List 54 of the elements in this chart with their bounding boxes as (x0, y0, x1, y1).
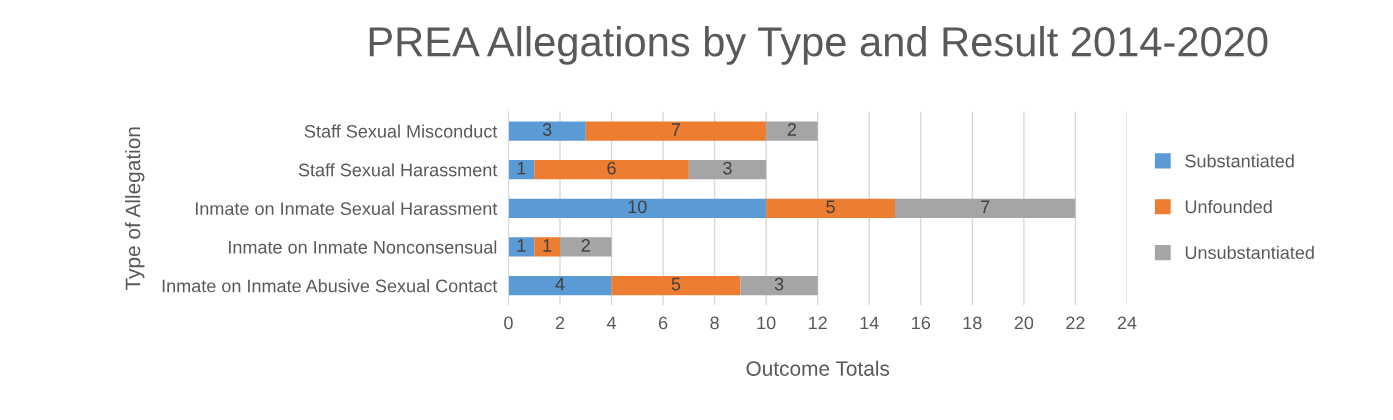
bar (688, 160, 767, 180)
x-tick-label: 8 (710, 316, 719, 330)
bar (740, 275, 818, 296)
y-tick-label: Staff Sexual Misconduct (304, 124, 498, 138)
legend-label: Substantiated (1185, 154, 1294, 168)
bar (508, 160, 535, 180)
data-label: 2 (787, 123, 797, 136)
bar (766, 121, 818, 141)
data-label: 7 (671, 123, 681, 136)
bar (766, 198, 895, 218)
data-label: 2 (581, 239, 590, 252)
data-label: 3 (774, 277, 784, 291)
data-label: 1 (517, 161, 526, 175)
bar (585, 121, 767, 141)
bar (559, 237, 612, 257)
x-tick-label: 10 (757, 316, 776, 330)
legend-label: Unfounded (1185, 199, 1272, 214)
x-tick-label: 24 (1117, 316, 1137, 330)
x-tick-label: 0 (504, 316, 513, 330)
x-tick-label: 20 (1014, 316, 1034, 330)
y-tick-label: Inmate on Inmate Abusive Sexual Contact (162, 279, 498, 293)
data-label: 4 (555, 277, 565, 291)
data-label: 5 (826, 200, 835, 214)
data-label: 10 (628, 200, 647, 214)
bar (534, 160, 689, 180)
bar (534, 237, 560, 257)
bar (611, 275, 741, 296)
x-tick-label: 22 (1066, 316, 1085, 330)
x-tick-label: 14 (860, 316, 879, 330)
data-label: 6 (607, 161, 616, 175)
x-tick-label: 16 (912, 316, 931, 330)
data-label: 1 (517, 239, 526, 252)
bar (508, 121, 586, 141)
bar (895, 198, 1076, 218)
y-tick-label: Inmate on Inmate Sexual Harassment (195, 201, 498, 216)
x-axis-title: Outcome Totals (746, 360, 890, 376)
data-label: 3 (542, 123, 552, 136)
x-tick-label: 6 (658, 316, 668, 330)
x-tick-label: 12 (809, 316, 827, 330)
y-tick-label: Inmate on Inmate Nonconsensual (229, 240, 497, 254)
data-label: 1 (543, 239, 552, 252)
data-label: 5 (671, 277, 681, 291)
x-tick-label: 4 (606, 316, 617, 330)
bar (508, 275, 612, 296)
legend-label: Unsubstantiated (1185, 245, 1314, 260)
bar (508, 198, 767, 218)
y-axis-title: Type of Allegation (125, 127, 145, 291)
x-tick-label: 2 (555, 316, 565, 330)
bar (508, 237, 535, 257)
x-tick-label: 18 (963, 316, 982, 330)
data-label: 7 (981, 200, 990, 213)
chart-title: PREA Allegations by Type and Result 2014-2020 (369, 25, 1268, 65)
data-label: 3 (723, 161, 732, 175)
y-tick-label: Staff Sexual Harassment (298, 163, 498, 177)
